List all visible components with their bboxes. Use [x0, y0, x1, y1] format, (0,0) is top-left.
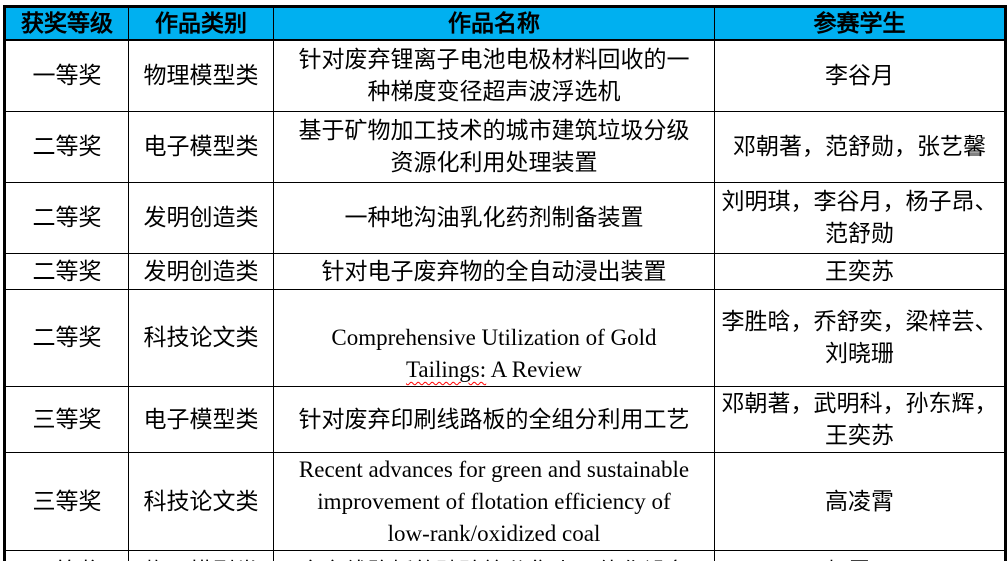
awards-table: 获奖等级 作品类别 作品名称 参赛学生 一等奖 物理模型类 针对废弃锂离子电池电…: [3, 5, 1007, 561]
category-cell: 发明创造类: [128, 182, 274, 254]
category-cell: 发明创造类: [128, 253, 274, 290]
students-cell: 邓朝著，武明科，孙东辉， 王奕苏: [714, 386, 1006, 453]
table-row: 二等奖 发明创造类 一种地沟油乳化药剂制备装置 刘明琪，李谷月，杨子昂、 范舒勋: [4, 182, 1006, 254]
title-cell: 针对电子废弃物的全自动浸出装置: [273, 253, 715, 290]
category-cell: 科技论文类: [128, 289, 274, 387]
category-cell: 物理模型类: [128, 550, 274, 561]
header-row: 获奖等级 作品类别 作品名称 参赛学生: [4, 6, 1006, 41]
students-cell: 李胜晗，乔舒奕，梁梓芸、 刘晓珊: [714, 289, 1006, 387]
header-work-category: 作品类别: [128, 6, 274, 41]
award-level-cell: 一等奖: [4, 39, 129, 112]
category-cell: 电子模型类: [128, 386, 274, 453]
table-row: 三等奖 物理模型类 废弃线路板的破碎筛分集尘一体化设备 赵霄天: [4, 550, 1006, 561]
table-row: 二等奖 电子模型类 基于矿物加工技术的城市建筑垃圾分级 资源化利用处理装置 邓朝…: [4, 111, 1006, 183]
table-row: 二等奖 发明创造类 针对电子废弃物的全自动浸出装置 王奕苏: [4, 253, 1006, 290]
table-row: 一等奖 物理模型类 针对废弃锂离子电池电极材料回收的一 种梯度变径超声波浮选机 …: [4, 39, 1006, 112]
students-cell: 刘明琪，李谷月，杨子昂、 范舒勋: [714, 182, 1006, 254]
title-cell: 基于矿物加工技术的城市建筑垃圾分级 资源化利用处理装置: [273, 111, 715, 183]
title-cell: 针对废弃印刷线路板的全组分利用工艺: [273, 386, 715, 453]
table-row: 三等奖 科技论文类 Recent advances for green and …: [4, 452, 1006, 551]
award-level-cell: 二等奖: [4, 111, 129, 183]
header-students: 参赛学生: [714, 6, 1006, 41]
header-work-title: 作品名称: [273, 6, 715, 41]
title-cell: 针对废弃锂离子电池电极材料回收的一 种梯度变径超声波浮选机: [273, 39, 715, 112]
title-cell: 一种地沟油乳化药剂制备装置: [273, 182, 715, 254]
students-cell: 赵霄天: [714, 550, 1006, 561]
table-row: 二等奖 科技论文类 Comprehensive Utilization of G…: [4, 289, 1006, 387]
students-cell: 王奕苏: [714, 253, 1006, 290]
category-cell: 物理模型类: [128, 39, 274, 112]
spellcheck-flagged-word: Tailings:: [405, 357, 487, 382]
students-cell: 邓朝著，范舒勋，张艺馨: [714, 111, 1006, 183]
title-cell: 废弃线路板的破碎筛分集尘一体化设备: [273, 550, 715, 561]
title-text: A Review: [486, 357, 582, 382]
award-level-cell: 二等奖: [4, 182, 129, 254]
award-level-cell: 二等奖: [4, 289, 129, 387]
category-cell: 电子模型类: [128, 111, 274, 183]
title-cell: Recent advances for green and sustainabl…: [273, 452, 715, 551]
category-cell: 科技论文类: [128, 452, 274, 551]
header-award-level: 获奖等级: [4, 6, 129, 41]
title-text: Comprehensive Utilization of Gold: [331, 325, 657, 350]
award-level-cell: 三等奖: [4, 386, 129, 453]
award-level-cell: 三等奖: [4, 452, 129, 551]
table-row: 三等奖 电子模型类 针对废弃印刷线路板的全组分利用工艺 邓朝著，武明科，孙东辉，…: [4, 386, 1006, 453]
title-cell: Comprehensive Utilization of Gold Tailin…: [273, 289, 715, 387]
students-cell: 高凌霄: [714, 452, 1006, 551]
award-level-cell: 三等奖: [4, 550, 129, 561]
award-level-cell: 二等奖: [4, 253, 129, 290]
students-cell: 李谷月: [714, 39, 1006, 112]
